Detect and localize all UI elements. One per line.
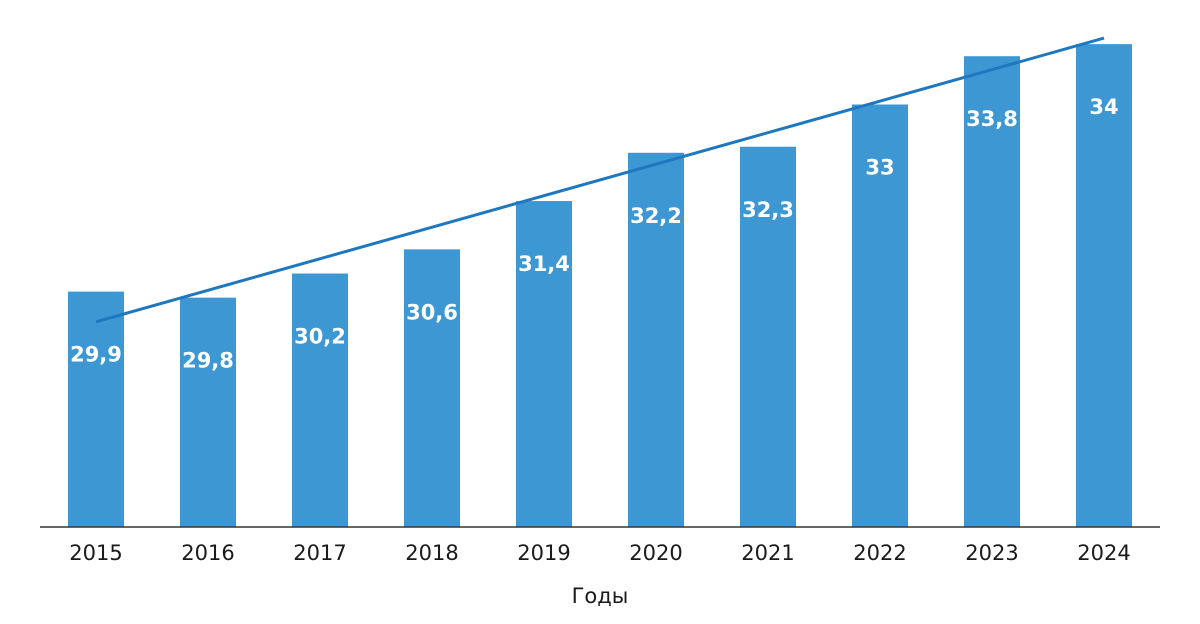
bar-2017 [292, 273, 348, 527]
value-label-2015: 29,9 [70, 343, 122, 367]
x-tick-label-2019: 2019 [517, 541, 570, 565]
x-axis-title: Годы [572, 584, 629, 608]
bar-2018 [404, 249, 460, 527]
value-label-2018: 30,6 [406, 300, 458, 324]
x-tick-label-2017: 2017 [293, 541, 346, 565]
bar-2021 [740, 146, 796, 527]
bar-2019 [516, 201, 572, 528]
value-label-2017: 30,2 [294, 325, 346, 349]
x-tick-label-2024: 2024 [1077, 541, 1130, 565]
x-tick-label-2016: 2016 [181, 541, 234, 565]
value-label-2023: 33,8 [966, 107, 1018, 131]
bar-2015 [68, 291, 124, 527]
x-tick-label-2022: 2022 [853, 541, 906, 565]
x-tick-label-2018: 2018 [405, 541, 458, 565]
bar-2016 [180, 297, 236, 527]
value-labels-group: 29,9 29,8 30,2 30,6 31,4 32,2 32,3 33 33,8 34 [70, 95, 1119, 373]
value-label-2020: 32,2 [630, 204, 682, 228]
bar-2023 [964, 56, 1020, 527]
x-tick-label-2020: 2020 [629, 541, 682, 565]
value-label-2016: 29,8 [182, 349, 234, 373]
bar-2020 [628, 152, 684, 528]
value-label-2022: 33 [865, 156, 894, 180]
value-label-2021: 32,3 [742, 198, 794, 222]
bar-2024 [1076, 44, 1132, 528]
x-tick-label-2015: 2015 [69, 541, 122, 565]
trend-line [95, 36, 1105, 324]
value-label-2019: 31,4 [518, 252, 570, 276]
value-label-2024: 34 [1089, 95, 1118, 119]
x-tick-labels-group: 2015 2016 2017 2018 2019 2020 2021 2022 2023 2024 [69, 541, 1130, 565]
bar-2022 [852, 104, 908, 527]
x-tick-label-2021: 2021 [741, 541, 794, 565]
bars-group [68, 44, 1132, 528]
x-tick-label-2023: 2023 [965, 541, 1018, 565]
